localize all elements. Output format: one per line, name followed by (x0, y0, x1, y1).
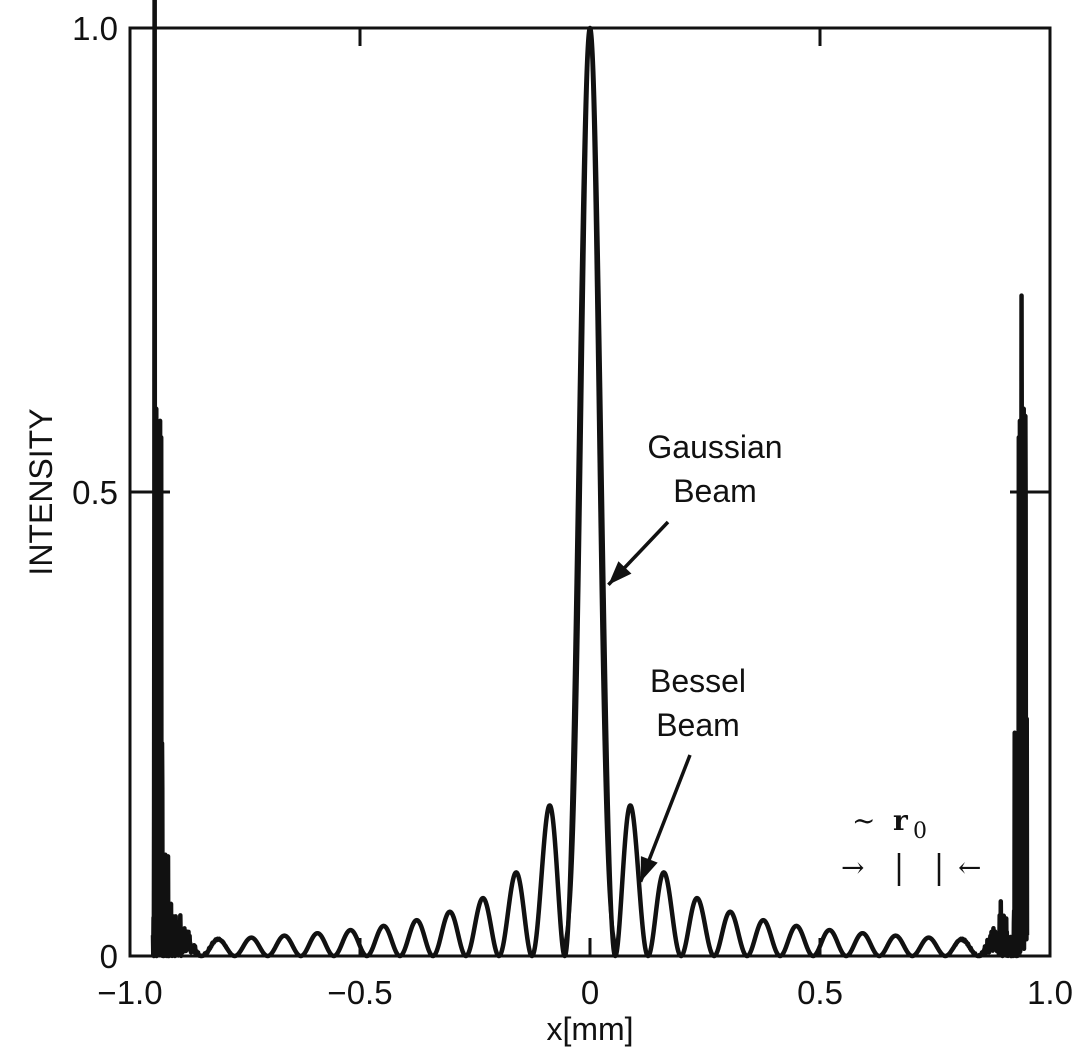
bessel-label-line-1: Beam (656, 707, 740, 743)
y-tick-label-1: 0.5 (72, 474, 118, 511)
bessel-label-line-0: Bessel (650, 663, 746, 699)
y-tick-label-0: 0 (100, 938, 118, 975)
bessel-arrow-head (640, 856, 658, 882)
width-marker-subscript: 0 (913, 819, 927, 844)
x-tick-label-0: −1.0 (97, 974, 162, 1011)
annotations: Gaussian Beam Bessel Beam (607, 429, 783, 883)
x-tick-label-3: 0.5 (797, 974, 843, 1011)
plot-frame (128, 26, 1052, 958)
gaussian-label-line-0: Gaussian (647, 429, 782, 465)
bessel-beam-curve (150, 0, 1030, 959)
x-tick-label-1: −0.5 (327, 974, 392, 1011)
width-marker-right-arrow: ← (958, 851, 981, 884)
width-marker-left-arrow: → (841, 851, 864, 884)
width-marker-label: r (893, 804, 909, 837)
y-axis-label: INTENSITY (23, 408, 59, 575)
x-tick-label-2: 0 (581, 974, 599, 1011)
x-axis-label: x[mm] (546, 1011, 633, 1047)
width-marker: ~ r 0 → ← (841, 804, 981, 886)
gaussian-label-line-1: Beam (673, 473, 757, 509)
y-tick-label-2: 1.0 (72, 10, 118, 47)
gaussian-arrow-head (608, 561, 632, 585)
width-marker-tilde: ~ (852, 804, 875, 837)
axis-ticks: −1.0 −0.5 0 0.5 1.0 0 0.5 1.0 (72, 10, 1073, 1011)
curves (150, 0, 1030, 959)
x-tick-label-4: 1.0 (1027, 974, 1073, 1011)
